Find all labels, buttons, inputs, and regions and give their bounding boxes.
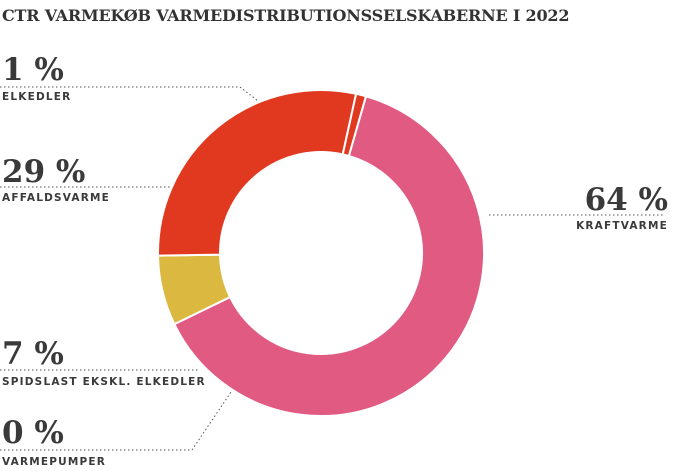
slice-elkedler [341, 92, 368, 158]
value-label-kraftvarme: 64 % [585, 182, 668, 218]
category-label-affaldsvarme: AFFALDSVARME [2, 192, 110, 204]
value-label-varmepumper: 0 % [2, 415, 64, 451]
donut-slices [157, 89, 485, 417]
chart-title: CTR VARMEKØB VARMEDISTRIBUTIONSSELSKABER… [2, 6, 570, 25]
leader-line-varmepumper [0, 391, 232, 451]
category-label-spidslast: SPIDSLAST EKSKL. ELKEDLER [2, 376, 206, 388]
value-label-elkedler: 1 % [2, 52, 64, 88]
leader-line-elkedler [0, 86, 259, 102]
slice-kraftvarme [173, 95, 485, 417]
category-label-varmepumper: VARMEPUMPER [2, 456, 106, 468]
category-label-elkedler: ELKEDLER [2, 91, 71, 103]
slice-affaldsvarme [157, 89, 358, 257]
value-label-affaldsvarme: 29 % [2, 154, 85, 190]
category-label-kraftvarme: KRAFTVARME [576, 220, 668, 232]
value-label-spidslast: 7 % [2, 336, 64, 372]
